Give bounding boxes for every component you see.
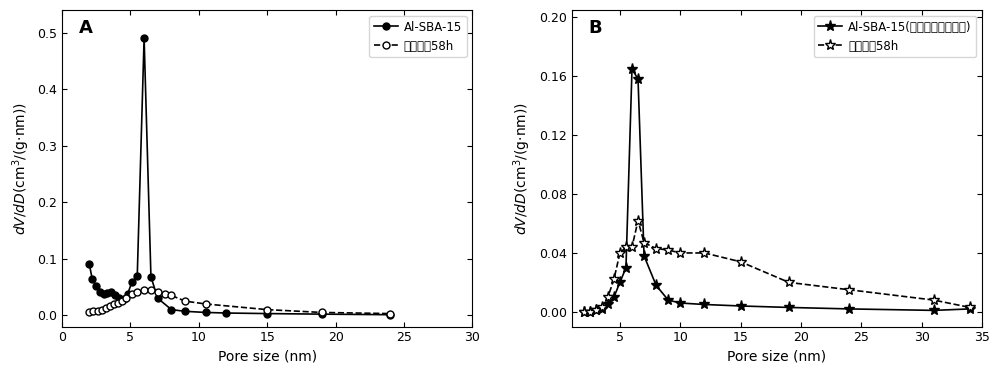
Al-SBA-15: [90, 283, 102, 288]
Legend: Al-SBA-15(加氟碳表面活性剂), 水热处琖58h: Al-SBA-15(加氟碳表面活性剂), 水热处琖58h: [814, 16, 976, 57]
Al-SBA-15(加氟碳表面活性剂): [614, 280, 626, 285]
Al-SBA-15: [152, 296, 164, 301]
Al-SBA-15(加氟碳表面活性剂): [584, 310, 596, 314]
Al-SBA-15: [384, 312, 396, 317]
水热处琖58h: [138, 288, 150, 292]
Al-SBA-15: [220, 311, 232, 315]
水热处琖58h: [608, 277, 620, 282]
水热处琖58h: [843, 288, 855, 292]
Al-SBA-15(加氟碳表面活性剂): [602, 302, 614, 307]
水热处琖58h: [590, 308, 602, 313]
Line: 水热处琖58h: 水热处琖58h: [86, 286, 394, 317]
Text: B: B: [588, 19, 602, 37]
Al-SBA-15: [145, 275, 157, 279]
Al-SBA-15(加氟碳表面活性剂): [783, 305, 795, 310]
Al-SBA-15: [105, 289, 117, 294]
水热处琖58h: [131, 289, 143, 294]
Line: 水热处琖58h: 水热处琖58h: [578, 215, 976, 318]
Al-SBA-15: [86, 276, 98, 281]
Al-SBA-15(加氟碳表面活性剂): [698, 302, 710, 307]
水热处琖58h: [596, 305, 608, 310]
Al-SBA-15(加氟碳表面活性剂): [674, 301, 686, 305]
水热处琖58h: [108, 302, 120, 306]
Legend: Al-SBA-15, 水热处琖58h: Al-SBA-15, 水热处琖58h: [369, 16, 467, 57]
水热处琖58h: [112, 301, 124, 305]
水热处琖58h: [650, 246, 662, 251]
水热处琖58h: [735, 260, 747, 264]
Al-SBA-15: [98, 292, 110, 296]
水热处琖58h: [674, 251, 686, 255]
水热处琖58h: [584, 310, 596, 314]
水热处琖58h: [104, 304, 116, 309]
Al-SBA-15: [200, 310, 212, 315]
Al-SBA-15(加氟碳表面活性剂): [662, 298, 674, 302]
水热处琖58h: [698, 251, 710, 255]
Al-SBA-15(加氟碳表面活性剂): [608, 295, 620, 299]
Al-SBA-15: [138, 36, 150, 40]
水热处琖58h: [200, 302, 212, 306]
Al-SBA-15: [122, 292, 134, 296]
Y-axis label: $dV/dD$(cm$^{3}$/(g·nm)): $dV/dD$(cm$^{3}$/(g·nm)): [10, 102, 32, 235]
水热处琖58h: [614, 251, 626, 255]
Al-SBA-15: [118, 297, 130, 302]
Line: Al-SBA-15(加氟碳表面活性剂): Al-SBA-15(加氟碳表面活性剂): [578, 63, 976, 318]
水热处琖58h: [638, 240, 650, 245]
水热处琖58h: [96, 307, 108, 312]
Al-SBA-15(加氟碳表面活性剂): [638, 254, 650, 258]
Al-SBA-15: [131, 273, 143, 278]
Al-SBA-15: [179, 309, 191, 313]
Al-SBA-15: [101, 291, 113, 295]
水热处琖58h: [602, 295, 614, 299]
水热处琖58h: [100, 306, 112, 310]
水热处琖58h: [662, 248, 674, 252]
Al-SBA-15(加氟碳表面活性剂): [650, 283, 662, 288]
Al-SBA-15: [113, 296, 125, 301]
Line: Al-SBA-15: Al-SBA-15: [86, 35, 394, 318]
Y-axis label: $dV/dD$(cm$^{3}$/(g·nm)): $dV/dD$(cm$^{3}$/(g·nm)): [512, 102, 533, 235]
Al-SBA-15: [261, 311, 273, 316]
水热处琖58h: [783, 280, 795, 285]
水热处琖58h: [384, 311, 396, 316]
水热处琖58h: [87, 309, 99, 313]
水热处琖58h: [152, 289, 164, 294]
Al-SBA-15(加氟碳表面活性剂): [596, 307, 608, 311]
水热处琖58h: [126, 292, 138, 296]
水热处琖58h: [261, 307, 273, 312]
Al-SBA-15: [109, 293, 121, 297]
水热处琖58h: [578, 310, 590, 314]
Text: A: A: [78, 19, 92, 37]
水热处琖58h: [316, 310, 328, 315]
水热处琖58h: [964, 305, 976, 310]
水热处琖58h: [620, 245, 632, 249]
水热处琖58h: [632, 218, 644, 223]
Al-SBA-15(加氟碳表面活性剂): [590, 308, 602, 313]
Al-SBA-15: [165, 307, 177, 312]
水热处琖58h: [928, 298, 940, 302]
Al-SBA-15(加氟碳表面活性剂): [964, 307, 976, 311]
Al-SBA-15: [94, 289, 106, 294]
Al-SBA-15(加氟碳表面活性剂): [632, 77, 644, 82]
水热处琖58h: [92, 309, 104, 313]
Al-SBA-15(加氟碳表面活性剂): [578, 310, 590, 314]
Al-SBA-15: [126, 280, 138, 285]
Al-SBA-15(加氟碳表面活性剂): [928, 308, 940, 313]
水热处琖58h: [159, 292, 171, 296]
水热处琖58h: [179, 299, 191, 303]
X-axis label: Pore size (nm): Pore size (nm): [727, 350, 826, 364]
Al-SBA-15(加氟碳表面活性剂): [843, 307, 855, 311]
Al-SBA-15(加氟碳表面活性剂): [735, 304, 747, 308]
Al-SBA-15: [316, 312, 328, 316]
水热处琖58h: [626, 245, 638, 249]
水热处琖58h: [165, 293, 177, 298]
水热处琖58h: [145, 288, 157, 292]
Al-SBA-15(加氟碳表面活性剂): [620, 266, 632, 270]
Al-SBA-15(加氟碳表面活性剂): [626, 67, 638, 71]
X-axis label: Pore size (nm): Pore size (nm): [218, 350, 317, 364]
水热处琖58h: [83, 310, 95, 315]
水热处琖58h: [116, 299, 128, 303]
Al-SBA-15: [83, 262, 95, 267]
水热处琖58h: [120, 296, 132, 301]
